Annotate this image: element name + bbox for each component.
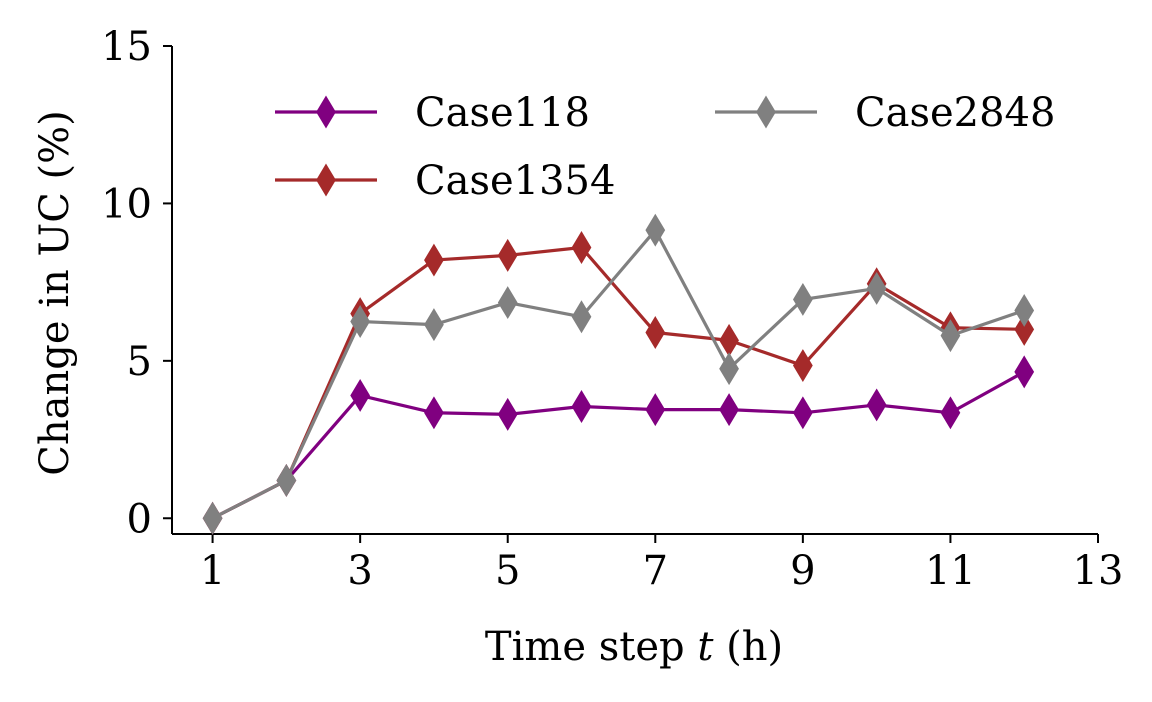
legend-marker-case1354 [316,163,336,197]
data-point-case1354 [719,323,739,357]
legend-item-case118: Case118 [275,90,590,136]
series-layer [202,213,1035,535]
x-axis-label-suffix: (h) [713,624,783,670]
x-axis-label: Time step t (h) [485,624,783,670]
x-axis-label-variable: t [697,624,714,670]
legend-item-case1354: Case1354 [275,158,615,204]
data-point-case118 [424,396,444,430]
x-tick-label: 1 [200,548,225,594]
data-point-case118 [866,388,887,422]
x-tick-label: 5 [495,548,520,594]
data-point-case2848 [350,305,371,338]
legend-label-case118: Case118 [415,90,590,136]
data-point-case118 [792,396,813,430]
legend-marker-case118 [316,95,336,129]
series-case2848 [202,213,1035,535]
y-axis-label: Change in UC (%) [32,110,78,476]
y-tick-label: 5 [127,339,152,385]
data-point-case118 [571,390,592,423]
data-point-case1354 [645,316,666,349]
data-point-case118 [940,396,961,430]
data-point-case118 [645,393,666,427]
x-axis-label-prefix: Time step [485,624,697,670]
data-point-case2848 [424,308,444,342]
series-case1354 [202,231,1035,535]
legend-label-case2848: Case2848 [855,90,1055,136]
data-point-case1354 [497,238,518,272]
x-tick-label: 3 [347,548,372,594]
y-tick-label: 10 [101,181,152,227]
data-point-case2848 [497,286,518,320]
y-tick-label: 0 [127,496,152,542]
legend-marker-case2848 [756,95,776,129]
data-point-case2848 [1014,294,1035,327]
data-point-case2848 [719,352,739,386]
data-point-case2848 [276,464,297,497]
data-point-case2848 [792,282,813,316]
data-point-case2848 [645,213,666,247]
x-tick-label: 7 [643,548,668,594]
y-tick-label: 15 [101,24,152,70]
x-tick-label: 11 [925,548,976,594]
legend-item-case2848: Case2848 [715,90,1055,136]
series-line-case1354 [211,245,1025,520]
data-point-case118 [497,397,518,431]
data-point-case118 [350,379,371,412]
data-point-case1354 [571,231,592,264]
data-point-case118 [1014,355,1035,389]
x-tick-label: 9 [790,548,815,594]
data-point-case1354 [792,349,813,383]
x-tick-label: 13 [1073,548,1124,594]
legend-label-case1354: Case1354 [415,158,615,204]
data-point-case2848 [571,300,592,334]
data-point-case1354 [1014,312,1035,346]
series-line-case118 [211,370,1025,520]
legend: Case118 Case1354 Case2848 [275,90,1055,204]
data-point-case2848 [866,271,887,305]
data-point-case118 [719,393,739,427]
data-point-case2848 [202,501,223,535]
data-point-case2848 [940,319,961,353]
data-point-case1354 [424,243,444,277]
series-line-case2848 [211,228,1025,520]
